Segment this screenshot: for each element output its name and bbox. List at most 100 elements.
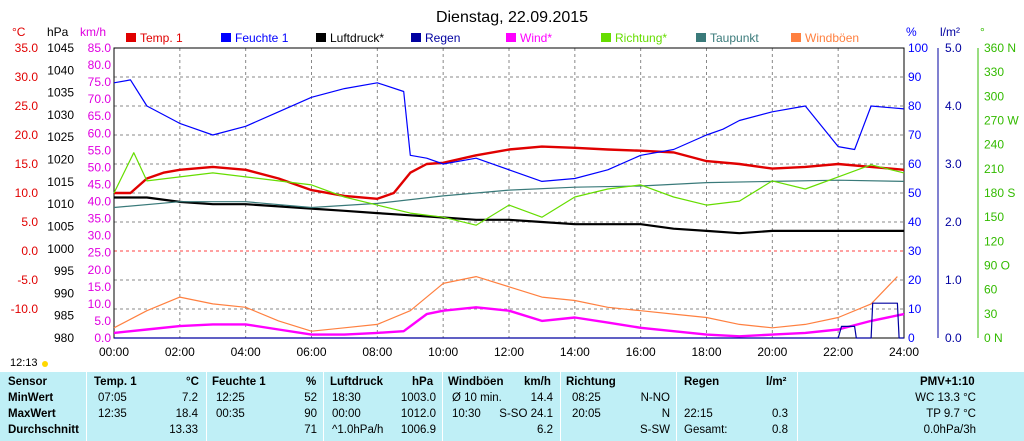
x-tick-label: 24:00 bbox=[889, 345, 919, 359]
direction-tick-label: 60 bbox=[984, 283, 998, 297]
series-line-windb-en bbox=[113, 276, 898, 332]
stat-press-v: 1006.9 bbox=[400, 424, 436, 436]
stat-temp-t: 12:35 bbox=[98, 408, 127, 420]
rain-tick-label: 4.0 bbox=[945, 99, 962, 113]
legend-label: Luftdruck* bbox=[330, 31, 384, 45]
stat-dir-t: 20:05 bbox=[572, 408, 601, 420]
direction-tick-label: 360 N bbox=[984, 41, 1016, 55]
direction-tick-label: 240 bbox=[984, 138, 1004, 152]
legend-swatch bbox=[221, 33, 231, 42]
direction-tick-label: 270 W bbox=[984, 114, 1019, 128]
header-temp-unit: °C bbox=[186, 376, 199, 388]
wind-tick-label: 20.0 bbox=[88, 263, 112, 277]
rain-tick-label: 0.0 bbox=[945, 331, 962, 345]
wind-tick-label: 40.0 bbox=[88, 195, 112, 209]
humidity-tick-label: 60 bbox=[908, 157, 922, 171]
stat-pmv: TP 9.7 °C bbox=[926, 408, 976, 420]
legend-label: Richtung* bbox=[615, 31, 667, 45]
rain-tick-label: 3.0 bbox=[945, 157, 962, 171]
humidity-tick-label: 100 bbox=[908, 41, 928, 55]
stat-label: MaxWert bbox=[8, 408, 56, 420]
x-tick-label: 00:00 bbox=[99, 345, 129, 359]
wind-tick-label: 5.0 bbox=[94, 314, 111, 328]
header-humidity: Feuchte 1 bbox=[212, 376, 266, 388]
wind-tick-label: 80.0 bbox=[88, 58, 112, 72]
stat-dir-v: N-NO bbox=[640, 392, 670, 404]
chart-title: Dienstag, 22.09.2015 bbox=[436, 9, 588, 26]
stats-table: Sensor Temp. 1 °C Feuchte 1 % Luftdruck … bbox=[0, 372, 1024, 441]
header-sensor: Sensor bbox=[8, 376, 47, 388]
stat-press-t: ^1.0hPa/h bbox=[332, 424, 384, 436]
direction-tick-label: 330 bbox=[984, 65, 1004, 79]
header-direction: Richtung bbox=[566, 376, 616, 388]
wind-tick-label: 25.0 bbox=[88, 246, 112, 260]
stat-rain-t: Gesamt: bbox=[684, 424, 728, 436]
legend-label: Regen bbox=[425, 31, 460, 45]
sun-icon bbox=[42, 361, 48, 367]
stat-gust-v: S-SO 24.1 bbox=[499, 408, 553, 420]
stat-label: Durchschnitt bbox=[8, 424, 79, 436]
wind-tick-label: 30.0 bbox=[88, 229, 112, 243]
header-gust-unit: km/h bbox=[524, 376, 551, 388]
stat-rain-t: 22:15 bbox=[684, 408, 713, 420]
stat-hum-v: 71 bbox=[304, 424, 317, 436]
legend-label: Temp. 1 bbox=[140, 31, 183, 45]
pressure-tick-label: 1000 bbox=[47, 242, 74, 256]
wind-tick-label: 85.0 bbox=[88, 41, 112, 55]
stat-gust-v: 14.4 bbox=[530, 392, 553, 404]
stat-hum-t: 00:35 bbox=[216, 408, 245, 420]
temp-axis-unit: °C bbox=[12, 25, 26, 39]
stat-press-v: 1003.0 bbox=[400, 392, 436, 404]
header-humidity-unit: % bbox=[306, 376, 317, 388]
wind-tick-label: 55.0 bbox=[88, 143, 112, 157]
pressure-tick-label: 985 bbox=[54, 309, 74, 323]
header-gust: Windböen bbox=[448, 376, 504, 388]
x-tick-label: 20:00 bbox=[757, 345, 787, 359]
wind-tick-label: 0.0 bbox=[94, 331, 111, 345]
stat-press-t: 00:00 bbox=[332, 408, 361, 420]
stat-pmv: WC 13.3 °C bbox=[915, 392, 976, 404]
stat-temp-v: 7.2 bbox=[182, 392, 198, 404]
temp-tick-label: 25.0 bbox=[15, 99, 39, 113]
header-pressure: Luftdruck bbox=[330, 376, 384, 388]
temp-tick-label: 20.0 bbox=[15, 128, 39, 142]
stat-rain-v: 0.8 bbox=[772, 424, 788, 436]
x-tick-label: 16:00 bbox=[626, 345, 656, 359]
legend-swatch bbox=[696, 33, 706, 42]
stat-dir-v: S-SW bbox=[639, 424, 670, 436]
stat-temp-v: 18.4 bbox=[175, 408, 198, 420]
wind-tick-label: 65.0 bbox=[88, 109, 112, 123]
stat-hum-v: 90 bbox=[304, 408, 317, 420]
humidity-tick-label: 0 bbox=[908, 331, 915, 345]
temp-tick-label: 15.0 bbox=[15, 157, 39, 171]
wind-tick-label: 45.0 bbox=[88, 177, 112, 191]
rain-axis-unit: l/m² bbox=[940, 25, 960, 39]
header-temp: Temp. 1 bbox=[94, 376, 137, 388]
x-tick-label: 12:00 bbox=[494, 345, 524, 359]
x-tick-label: 10:00 bbox=[428, 345, 458, 359]
x-tick-label: 22:00 bbox=[823, 345, 853, 359]
stat-hum-v: 52 bbox=[304, 392, 317, 404]
series-line-luftdruck bbox=[114, 196, 904, 235]
wind-tick-label: 60.0 bbox=[88, 126, 112, 140]
stat-press-v: 1012.0 bbox=[400, 408, 436, 420]
humidity-tick-label: 70 bbox=[908, 128, 922, 142]
humidity-tick-label: 90 bbox=[908, 70, 922, 84]
wind-tick-label: 35.0 bbox=[88, 212, 112, 226]
stat-pmv: 0.0hPa/3h bbox=[923, 424, 976, 436]
pressure-tick-label: 1025 bbox=[47, 130, 74, 144]
x-tick-label: 04:00 bbox=[231, 345, 261, 359]
temp-tick-label: 35.0 bbox=[15, 41, 39, 55]
weather-chart: Dienstag, 22.09.2015 Temp. 1 Feuchte 1 Luf… bbox=[11, 9, 1020, 359]
wind-tick-label: 10.0 bbox=[88, 297, 112, 311]
stat-dir-t: 08:25 bbox=[572, 392, 601, 404]
temp-tick-label: -5.0 bbox=[17, 273, 38, 287]
pressure-tick-label: 1005 bbox=[47, 219, 74, 233]
series-line-feuchte-1 bbox=[113, 79, 905, 182]
direction-tick-label: 0 N bbox=[984, 331, 1003, 345]
stat-hum-t: 12:25 bbox=[216, 392, 245, 404]
series-line-temp-1 bbox=[114, 145, 905, 200]
series bbox=[113, 79, 905, 339]
legend-label: Feuchte 1 bbox=[235, 31, 289, 45]
wind-axis-unit: km/h bbox=[80, 25, 106, 39]
